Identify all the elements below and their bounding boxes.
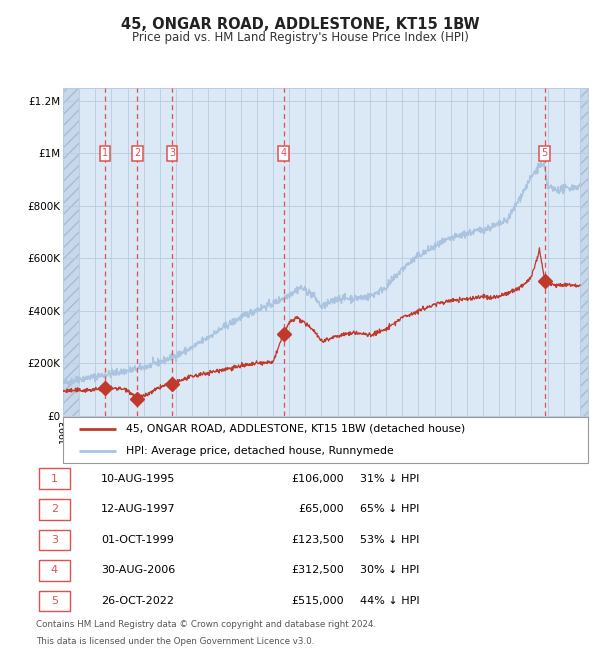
Text: Price paid vs. HM Land Registry's House Price Index (HPI): Price paid vs. HM Land Registry's House … (131, 31, 469, 44)
Text: £123,500: £123,500 (291, 535, 344, 545)
FancyBboxPatch shape (39, 530, 70, 550)
Text: 10-AUG-1995: 10-AUG-1995 (101, 474, 175, 484)
Text: 53% ↓ HPI: 53% ↓ HPI (360, 535, 419, 545)
FancyBboxPatch shape (63, 417, 588, 463)
Text: 4: 4 (51, 566, 58, 575)
Text: 5: 5 (542, 148, 548, 159)
FancyBboxPatch shape (39, 591, 70, 611)
Text: 4: 4 (281, 148, 287, 159)
Text: 44% ↓ HPI: 44% ↓ HPI (360, 596, 419, 606)
Text: 01-OCT-1999: 01-OCT-1999 (101, 535, 173, 545)
Text: 30% ↓ HPI: 30% ↓ HPI (360, 566, 419, 575)
Text: £106,000: £106,000 (291, 474, 344, 484)
Text: 26-OCT-2022: 26-OCT-2022 (101, 596, 174, 606)
Text: 45, ONGAR ROAD, ADDLESTONE, KT15 1BW (detached house): 45, ONGAR ROAD, ADDLESTONE, KT15 1BW (de… (126, 424, 465, 434)
FancyBboxPatch shape (39, 560, 70, 580)
Text: 2: 2 (51, 504, 58, 514)
Text: 12-AUG-1997: 12-AUG-1997 (101, 504, 175, 514)
Text: £515,000: £515,000 (291, 596, 344, 606)
Bar (63, 88, 79, 416)
Text: 1: 1 (51, 474, 58, 484)
Text: 45, ONGAR ROAD, ADDLESTONE, KT15 1BW: 45, ONGAR ROAD, ADDLESTONE, KT15 1BW (121, 17, 479, 32)
Bar (580, 88, 588, 416)
Text: 1: 1 (102, 148, 108, 159)
Text: £65,000: £65,000 (298, 504, 344, 514)
Text: 3: 3 (169, 148, 175, 159)
FancyBboxPatch shape (39, 469, 70, 489)
Text: HPI: Average price, detached house, Runnymede: HPI: Average price, detached house, Runn… (126, 446, 394, 456)
Text: £312,500: £312,500 (291, 566, 344, 575)
Text: 30-AUG-2006: 30-AUG-2006 (101, 566, 175, 575)
Text: 3: 3 (51, 535, 58, 545)
FancyBboxPatch shape (39, 499, 70, 519)
Text: 31% ↓ HPI: 31% ↓ HPI (360, 474, 419, 484)
Text: 5: 5 (51, 596, 58, 606)
Text: This data is licensed under the Open Government Licence v3.0.: This data is licensed under the Open Gov… (36, 637, 314, 646)
Text: 65% ↓ HPI: 65% ↓ HPI (360, 504, 419, 514)
Text: Contains HM Land Registry data © Crown copyright and database right 2024.: Contains HM Land Registry data © Crown c… (36, 620, 376, 629)
Text: 2: 2 (134, 148, 140, 159)
